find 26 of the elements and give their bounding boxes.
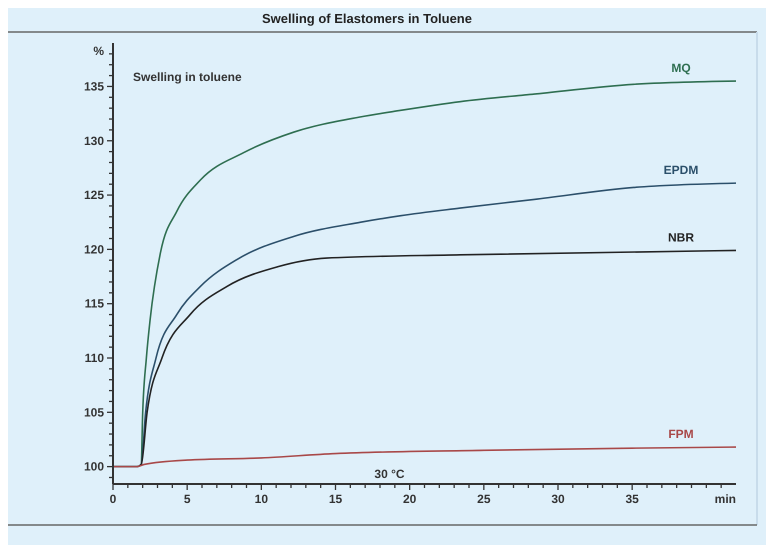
y-tick-label: 115 <box>84 296 104 311</box>
x-tick-label: 35 <box>625 492 640 506</box>
series-label: FPM <box>668 427 694 442</box>
y-tick-label: 130 <box>84 134 104 148</box>
y-tick-label: 125 <box>84 188 104 202</box>
x-tick-label: 15 <box>328 492 342 506</box>
y-tick-label: 135 <box>84 79 104 94</box>
annotation: 30 °C <box>374 467 405 481</box>
x-axis-title: min <box>714 492 736 506</box>
x-tick-label: 25 <box>477 492 491 506</box>
x-tick-label: 10 <box>254 492 268 506</box>
y-tick-label: 120 <box>84 242 104 256</box>
x-tick-label: 0 <box>110 492 117 506</box>
series-label: EPDM <box>664 163 698 178</box>
chart-title: Swelling of Elastomers in Toluene <box>262 11 472 26</box>
y-axis-title: % <box>93 44 104 58</box>
annotation: Swelling in toluene <box>133 70 242 84</box>
y-tick-label: 110 <box>84 351 104 365</box>
line-series <box>112 446 737 468</box>
x-tick-label: 20 <box>402 492 417 506</box>
series-label: NBR <box>668 230 694 244</box>
y-tick-label: 105 <box>84 405 104 420</box>
series-label: MQ <box>671 61 691 76</box>
x-tick-label: 30 <box>551 492 565 506</box>
y-tick-label: 100 <box>84 460 104 474</box>
x-tick-label: 5 <box>184 492 191 506</box>
